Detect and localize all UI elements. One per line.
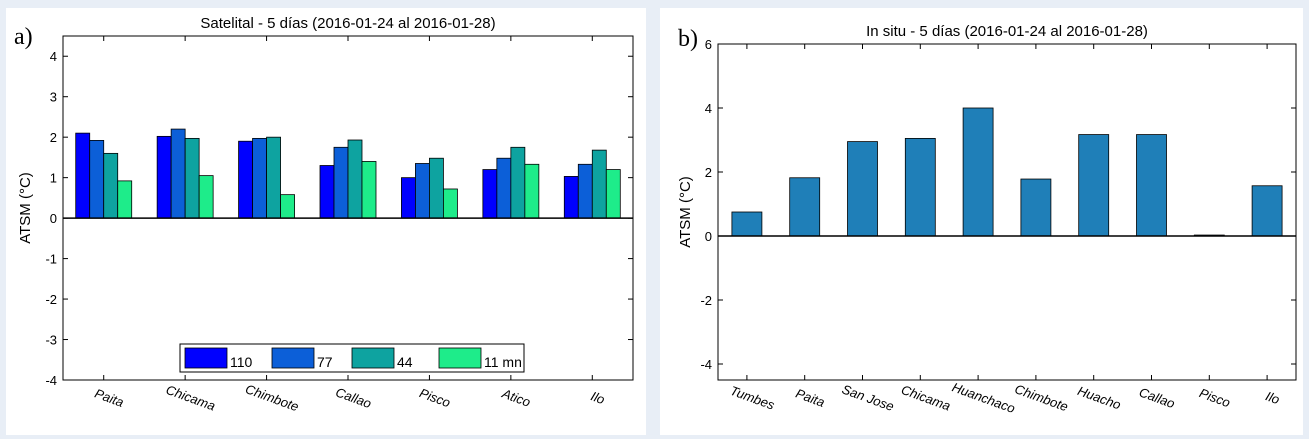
y-tick-label: 1 xyxy=(50,171,57,186)
y-tick-label: 2 xyxy=(705,165,712,180)
y-tick-label: -1 xyxy=(45,252,57,267)
legend-label: 11 mn xyxy=(484,354,522,370)
chart-panel-in-situ: -4 -2 0 2 4 6 Tumbes Paita San Jose Chicama Huanch… xyxy=(660,8,1303,435)
bar xyxy=(347,139,363,219)
legend-swatch xyxy=(438,347,482,369)
bar xyxy=(577,163,593,219)
y-tick-label: 4 xyxy=(50,49,57,64)
bar xyxy=(266,136,281,219)
bar xyxy=(117,180,133,219)
bar xyxy=(198,175,214,219)
x-tick-label: Pisco xyxy=(1197,385,1232,410)
bar xyxy=(731,211,763,237)
bar xyxy=(89,140,105,219)
chart-title: In situ - 5 días (2016-01-24 al 2016-01-… xyxy=(866,23,1148,40)
bar xyxy=(1020,178,1052,237)
y-tick-label: 2 xyxy=(50,130,57,145)
bar xyxy=(1251,185,1283,237)
bar xyxy=(238,140,253,219)
bar xyxy=(333,146,349,219)
y-tick-label: -3 xyxy=(45,333,57,348)
y-tick-label: -4 xyxy=(45,373,57,388)
bar xyxy=(510,146,526,219)
x-tick-label: Paita xyxy=(93,386,126,410)
x-tick-label: Pisco xyxy=(417,385,452,410)
y-tick-label: 0 xyxy=(50,211,57,226)
y-tick-label: 4 xyxy=(705,101,712,116)
bar xyxy=(962,107,994,237)
bar xyxy=(847,141,878,237)
y-axis-label: ATSM (°C) xyxy=(17,172,34,244)
bar xyxy=(605,169,621,219)
x-tick-label: Callao xyxy=(1137,384,1177,411)
bar xyxy=(443,188,458,219)
bar xyxy=(1078,134,1110,237)
legend-label: 110 xyxy=(230,354,253,370)
legend-swatch xyxy=(184,347,228,369)
x-tick-label: Huacho xyxy=(1076,383,1123,412)
x-tick-label: Chicama xyxy=(164,382,217,414)
bar xyxy=(319,165,335,219)
bar xyxy=(415,163,430,219)
x-tick-label: Ilo xyxy=(589,388,607,407)
bar xyxy=(563,176,579,219)
y-axis-label: ATSM (°C) xyxy=(677,176,694,248)
bar xyxy=(429,157,444,219)
bar xyxy=(280,194,295,219)
bar xyxy=(482,169,498,219)
x-tick-label: Atico xyxy=(499,385,532,409)
bar xyxy=(904,137,936,237)
bar xyxy=(170,128,186,219)
bar xyxy=(1136,134,1167,237)
bar xyxy=(401,177,416,219)
x-tick-label: Huanchaco xyxy=(950,379,1017,416)
bar xyxy=(252,137,267,219)
bar xyxy=(156,135,172,219)
panel-label: a) xyxy=(14,24,33,50)
panel-label: b) xyxy=(678,26,698,52)
x-tick-label: Ilo xyxy=(1264,388,1282,407)
y-tick-label: 6 xyxy=(705,37,712,52)
legend-label: 44 xyxy=(397,354,413,370)
chart-title: Satelital - 5 días (2016-01-24 al 2016-0… xyxy=(200,15,495,32)
bar xyxy=(361,161,377,219)
bar xyxy=(789,177,821,237)
y-tick-label: -2 xyxy=(45,292,57,307)
x-tick-label: Paita xyxy=(794,386,827,410)
bar xyxy=(184,137,200,219)
legend-swatch xyxy=(351,347,395,369)
chart-panel-satelital: -4 -3 -2 -1 0 1 2 3 4 Paita Chicama Chimbote Callao P… xyxy=(6,8,646,435)
y-tick-label: 3 xyxy=(50,90,57,105)
y-tick-label: -4 xyxy=(700,357,712,372)
bar xyxy=(524,163,540,219)
legend-label: 77 xyxy=(317,354,333,370)
x-tick-label: Chimbote xyxy=(243,381,300,414)
chart-in-situ: -4 -2 0 2 4 6 Tumbes Paita San Jose ChicamaHuanch… xyxy=(677,23,1297,416)
y-tick-label: 0 xyxy=(705,229,712,244)
bar xyxy=(75,132,91,219)
x-tick-label: San Jose xyxy=(840,381,896,414)
bar xyxy=(591,149,607,219)
legend-swatch xyxy=(271,347,315,369)
x-tick-label: Tumbes xyxy=(728,383,777,413)
chart-satelital: -4 -3 -2 -1 0 1 2 3 4 Paita Chicama Chimbote Callao P… xyxy=(14,15,634,414)
x-tick-label: Chicama xyxy=(899,382,952,414)
y-tick-label: -2 xyxy=(700,293,712,308)
bar xyxy=(496,157,512,219)
bar xyxy=(103,152,119,219)
x-tick-label: Chimbote xyxy=(1013,381,1070,414)
x-tick-label: Callao xyxy=(334,384,374,411)
